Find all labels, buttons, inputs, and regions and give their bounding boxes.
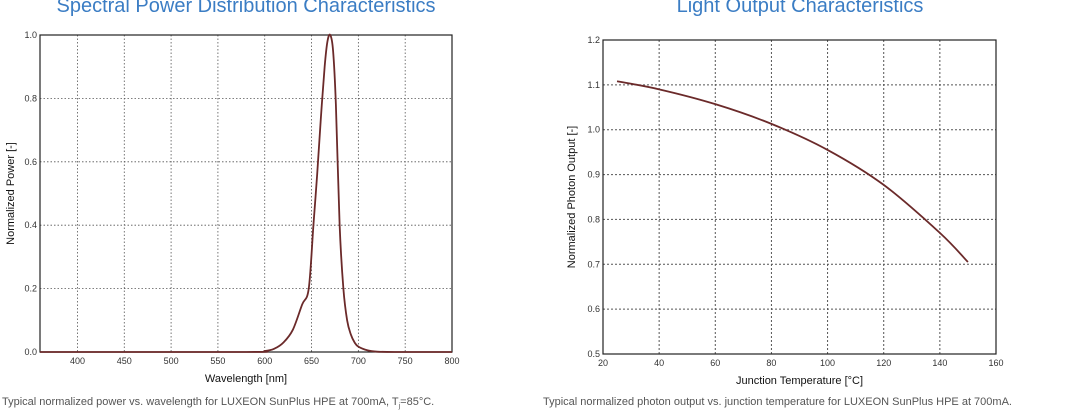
x-tick-label: 140 xyxy=(932,358,947,368)
x-axis-label: Junction Temperature [°C] xyxy=(736,375,863,387)
caption-text: Typical normalized power vs. wavelength … xyxy=(2,396,399,408)
y-tick-label: 1.0 xyxy=(24,30,37,40)
y-axis-label: Normalized Power [-] xyxy=(5,142,17,245)
x-tick-label: 100 xyxy=(820,358,835,368)
x-tick-label: 500 xyxy=(164,356,179,366)
chart-title-light-output: Light Output Characteristics xyxy=(676,0,924,17)
y-tick-label: 0.0 xyxy=(24,347,37,357)
x-tick-label: 750 xyxy=(398,356,413,366)
y-tick-label: 0.9 xyxy=(587,170,600,180)
y-tick-label: 0.6 xyxy=(24,157,37,167)
caption-light-output: Typical normalized photon output vs. jun… xyxy=(543,396,1012,408)
y-tick-label: 1.1 xyxy=(587,80,600,90)
caption-subscript: j xyxy=(398,403,401,411)
caption-spectral: Typical normalized power vs. wavelength … xyxy=(2,396,434,410)
y-tick-label: 0.6 xyxy=(587,304,600,314)
y-tick-label: 0.7 xyxy=(587,259,600,269)
caption-end: =85°C. xyxy=(400,396,435,408)
chart-1: 20 40 60 80 100 120 140 160 0.5 0.6 0.7 0.8 0.9 1.0 1.… xyxy=(566,35,1004,387)
x-tick-label: 40 xyxy=(654,358,664,368)
y-axis-label: Normalized Photon Output [-] xyxy=(566,126,578,268)
series-line xyxy=(39,33,452,353)
y-tick-label: 1.2 xyxy=(587,35,600,45)
x-tick-label: 550 xyxy=(210,356,225,366)
plot-frame xyxy=(39,34,453,353)
x-tick-label: 700 xyxy=(351,356,366,366)
chart-title-spectral: Spectral Power Distribution Characterist… xyxy=(56,0,436,17)
y-tick-label: 0.8 xyxy=(24,93,37,103)
plot-frame xyxy=(602,39,997,355)
x-tick-label: 800 xyxy=(444,356,459,366)
y-tick-label: 0.4 xyxy=(24,220,37,230)
y-tick-label: 0.2 xyxy=(24,284,37,294)
x-tick-label: 650 xyxy=(304,356,319,366)
x-tick-label: 400 xyxy=(70,356,85,366)
chart-0: 400 450 500 550 600 650 700 750 800 0.0 0.2 0.4 0.6 0… xyxy=(5,30,460,385)
x-tick-label: 160 xyxy=(988,358,1003,368)
x-tick-label: 120 xyxy=(876,358,891,368)
y-tick-label: 1.0 xyxy=(587,125,600,135)
series-line xyxy=(616,80,969,263)
x-tick-label: 450 xyxy=(117,356,132,366)
y-tick-label: 0.8 xyxy=(587,214,600,224)
x-axis-label: Wavelength [nm] xyxy=(205,373,287,385)
x-tick-label: 60 xyxy=(710,358,720,368)
x-tick-label: 80 xyxy=(766,358,776,368)
y-tick-label: 0.5 xyxy=(587,349,600,359)
x-tick-label: 20 xyxy=(598,358,608,368)
x-tick-label: 600 xyxy=(257,356,272,366)
